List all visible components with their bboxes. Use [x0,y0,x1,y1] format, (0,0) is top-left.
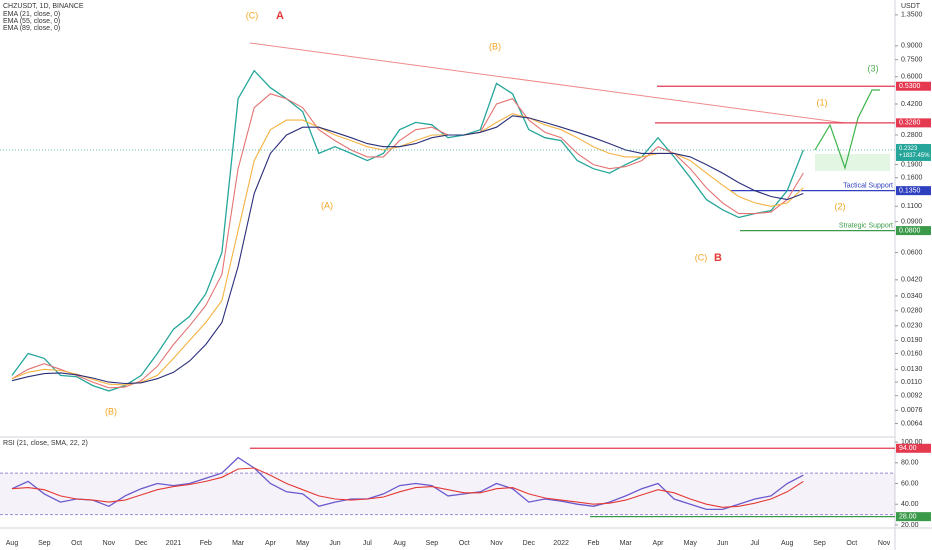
series-line [11,115,804,385]
level-tag-label: 94.00 [899,445,917,452]
y-tick-label: 0.0280 [901,308,923,315]
wave-label: (B) [489,41,501,51]
y-tick-label: 0.0110 [901,379,922,386]
price-tag-label: 0.2323 [899,146,918,152]
y-tick-label: 100.00 [901,439,923,446]
x-tick-label: Sep [38,540,51,547]
y-tick-label: 80.00 [901,460,919,467]
y-tick-label: 0.0340 [901,293,923,300]
level-tag-label: 0.1350 [899,187,921,194]
level-tag-label: 28.00 [899,513,917,520]
y-tick-label: 0.0230 [901,323,923,330]
x-tick-label: 2021 [166,540,182,547]
wave-label: (C) [695,252,708,262]
level-tag-label: 0.5300 [899,83,921,90]
indicator: EMA (21, close, 0) [3,11,60,18]
y-tick-label: 0.0092 [901,393,923,400]
level-name: Tactical Support [843,182,893,189]
x-tick-label: Nov [878,540,891,547]
x-tick-label: Sep [813,540,826,547]
y-tick-label: 0.0900 [901,218,923,225]
x-tick-label: Feb [200,540,212,547]
wave-label: (A) [321,200,333,210]
level-tag-label: 0.3280 [899,120,921,127]
x-tick-label: Mar [232,540,245,547]
y-tick-label: 20.00 [901,522,919,529]
y-tick-label: 0.2800 [901,132,923,139]
x-tick-label: May [684,540,698,547]
x-tick-label: Feb [587,540,599,547]
x-tick-label: May [296,540,310,547]
wave-label: (C) [246,10,259,20]
indicator: EMA (55, close, 0) [3,18,60,25]
wave-label: B [714,252,722,264]
wave-label: (B) [105,406,117,416]
indicator: EMA (89, close, 0) [3,25,60,32]
projection-path [814,89,880,171]
y-tick-label: 60.00 [901,480,919,487]
x-tick-label: Aug [781,540,794,547]
x-tick-label: 2022 [553,540,569,547]
y-tick-label: 0.1900 [901,161,923,168]
y-tick-label: 0.6000 [901,74,923,81]
x-tick-label: Dec [523,540,536,547]
level-name: Strategic Support [839,222,893,229]
x-tick-label: Oct [459,540,470,547]
series-line [11,467,804,508]
level-tag [896,226,931,236]
series-line [11,456,804,511]
level-tag [896,118,931,128]
x-tick-label: Nov [490,540,503,547]
rsi-title: RSI (21, close, SMA, 22, 2) [3,440,88,447]
x-tick-label: Oct [846,540,857,547]
x-tick-label: Apr [653,540,665,547]
symbol: CHZUSDT, 1D, BINANCE [3,3,84,10]
price-tag-label: +1837.45% [899,153,930,159]
x-tick-label: Dec [135,540,148,547]
y-tick-label: 0.0190 [901,337,923,344]
x-tick-label: Jul [750,540,759,547]
target-zone [815,154,890,171]
y-tick-label: 0.0130 [901,366,923,373]
y-tick-label: 0.0600 [901,249,923,256]
level-tag [896,81,931,91]
y-tick-label: 0.9000 [901,43,923,50]
trend-line [249,42,846,124]
level-tag [896,443,931,453]
y-tick-label: 0.0076 [901,407,923,414]
y-tick-label: 0.0160 [901,350,923,357]
wave-label: A [276,10,284,22]
x-tick-label: Nov [103,540,116,547]
rsi-band [0,473,895,515]
x-tick-label: Apr [265,540,277,547]
wave-label: (3) [868,63,879,73]
x-tick-label: Jun [329,540,340,547]
y-tick-label: 0.1600 [901,175,923,182]
x-tick-label: Mar [620,540,633,547]
y-tick-label: 0.7500 [901,57,923,64]
series-line [11,93,804,389]
y-tick-label: 0.0064 [901,420,923,427]
y-tick-label: 40.00 [901,501,919,508]
x-tick-label: Jun [717,540,728,547]
y-tick-label: 0.4200 [901,101,923,108]
level-tag [896,512,931,522]
level-tag-label: 0.0800 [899,227,921,234]
x-tick-label: Aug [393,540,406,547]
x-tick-label: Sep [426,540,439,547]
y-tick-label: 0.0420 [901,277,923,284]
wave-label: (1) [817,97,828,107]
price-tag [896,143,931,161]
x-tick-label: Oct [71,540,82,547]
y-tick-label: 0.1100 [901,203,922,210]
x-tick-label: Jul [363,540,372,547]
x-tick-label: Aug [6,540,19,547]
y-tick-label: 1.3500 [901,12,923,19]
unit: USDT [901,3,921,10]
wave-label: (2) [835,201,846,211]
level-tag [896,186,931,196]
